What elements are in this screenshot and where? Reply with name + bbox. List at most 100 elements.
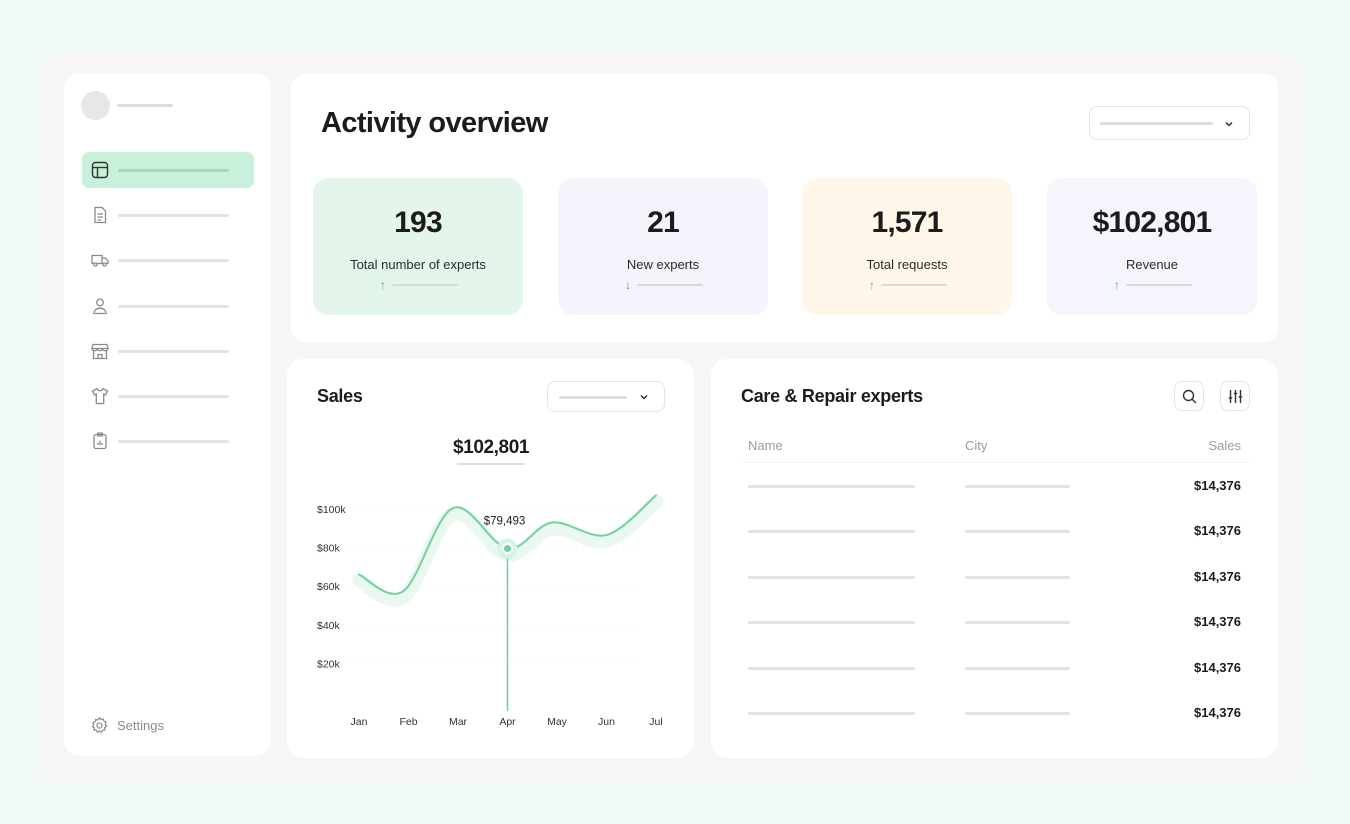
sales-period-dropdown[interactable] [547,381,665,412]
sidebar-item-users[interactable] [82,288,254,324]
trend-placeholder [1126,284,1192,286]
sales-total-underline [457,463,525,465]
table-row[interactable]: $14,376 [711,646,1278,691]
y-tick-label: $20k [317,658,341,670]
stat-card-new-experts: 21 New experts ↓ [558,178,768,315]
dropdown-value-placeholder [559,396,627,399]
stat-trend: ↑ [869,278,949,292]
document-icon [90,205,110,225]
sidebar-item-label-placeholder [118,169,229,172]
search-icon [1182,389,1197,404]
y-tick-label: $60k [317,581,341,593]
arrow-down-icon: ↓ [625,278,631,292]
stat-card-revenue: $102,801 Revenue ↑ [1047,178,1257,315]
arrow-up-icon: ↑ [1114,278,1120,292]
city-placeholder [965,667,1070,670]
y-tick-label: $40k [317,620,341,632]
settings-label: Settings [117,717,164,733]
table-header-divider [741,462,1249,463]
stat-card-total-experts: 193 Total number of experts ↑ [313,178,523,315]
clipboard-icon [90,431,110,451]
sidebar-item-label-placeholder [118,395,229,398]
highlight-point [504,545,511,553]
sidebar-item-dashboard[interactable] [82,152,254,188]
settings-link[interactable]: Settings [90,714,164,736]
experts-card: Care & Repair experts Name City Sales $1… [711,359,1278,758]
activity-overview-card: Activity overview 193 Total number of ex… [291,73,1278,343]
truck-icon [90,250,110,270]
arrow-up-icon: ↑ [380,278,386,292]
sidebar-item-label-placeholder [118,440,229,443]
sidebar: Settings [64,73,271,756]
chevron-down-icon [1223,118,1235,130]
sliders-icon [1228,390,1243,403]
x-tick-label: Jan [351,716,368,728]
stat-value: 193 [394,206,442,239]
stat-label: Total number of experts [350,257,486,272]
x-tick-label: Mar [449,716,468,728]
city-placeholder [965,576,1070,579]
stat-label: New experts [626,257,700,272]
x-tick-label: Feb [399,716,417,728]
table-row[interactable]: $14,376 [711,691,1278,736]
sidebar-item-documents[interactable] [82,197,254,233]
stat-trend: ↑ [380,278,460,292]
x-tick-label: Jul [649,716,662,728]
stat-value: 1,571 [871,206,943,239]
sidebar-item-products[interactable] [82,378,254,414]
name-placeholder [748,530,915,533]
sales-cell: $14,376 [1194,569,1241,584]
y-tick-label: $80k [317,543,341,555]
trend-placeholder [392,284,458,286]
name-placeholder [748,621,915,624]
experts-title: Care & Repair experts [741,386,923,406]
user-icon [90,296,110,316]
sales-cell: $14,376 [1194,614,1241,629]
column-header-name[interactable]: Name [748,438,783,453]
x-tick-label: May [547,716,568,728]
sales-line-chart: $100k $80k $60k $40k $20k Jan Feb Mar Apr May Jun J… [317,494,663,728]
name-placeholder [748,485,915,488]
table-row[interactable]: $14,376 [711,555,1278,600]
city-placeholder [965,712,1070,715]
stat-value: 21 [647,206,680,239]
sidebar-item-reports[interactable] [82,423,254,459]
sales-cell: $14,376 [1194,523,1241,538]
table-row[interactable]: $14,376 [711,600,1278,645]
x-tick-label: Jun [598,716,615,728]
gear-icon [91,716,108,733]
name-placeholder [748,576,915,579]
y-tick-label: $100k [317,504,346,516]
sidebar-item-label-placeholder [118,350,229,353]
search-button[interactable] [1174,381,1204,411]
column-header-city[interactable]: City [965,438,988,453]
period-dropdown[interactable] [1089,106,1250,140]
highlight-value-label: $79,493 [484,516,526,528]
sidebar-item-label-placeholder [118,214,229,217]
table-row[interactable]: $14,376 [711,509,1278,554]
sales-card: Sales $102,801 $100k $80k $60k $40k $20k Jan F… [287,359,694,758]
shirt-icon [90,386,110,406]
sales-total: $102,801 [453,437,530,458]
stat-trend: ↑ [1114,278,1194,292]
avatar[interactable] [81,91,110,120]
sales-title: Sales [317,386,363,406]
table-row[interactable]: $14,376 [711,464,1278,509]
store-icon [90,341,110,361]
sales-cell: $14,376 [1194,478,1241,493]
filter-button[interactable] [1220,381,1250,411]
page-title: Activity overview [321,107,548,139]
stat-value: $102,801 [1092,206,1213,239]
stat-card-total-requests: 1,571 Total requests ↑ [802,178,1012,315]
stat-trend: ↓ [625,278,705,292]
sales-cell: $14,376 [1194,660,1241,675]
stat-label: Revenue [1125,257,1179,272]
sidebar-item-stores[interactable] [82,333,254,369]
sidebar-item-delivery[interactable] [82,242,254,278]
user-name-placeholder [117,104,173,107]
x-tick-label: Apr [499,716,516,728]
column-header-sales[interactable]: Sales [1208,438,1241,453]
chevron-down-icon [638,391,650,403]
name-placeholder [748,712,915,715]
arrow-up-icon: ↑ [869,278,875,292]
